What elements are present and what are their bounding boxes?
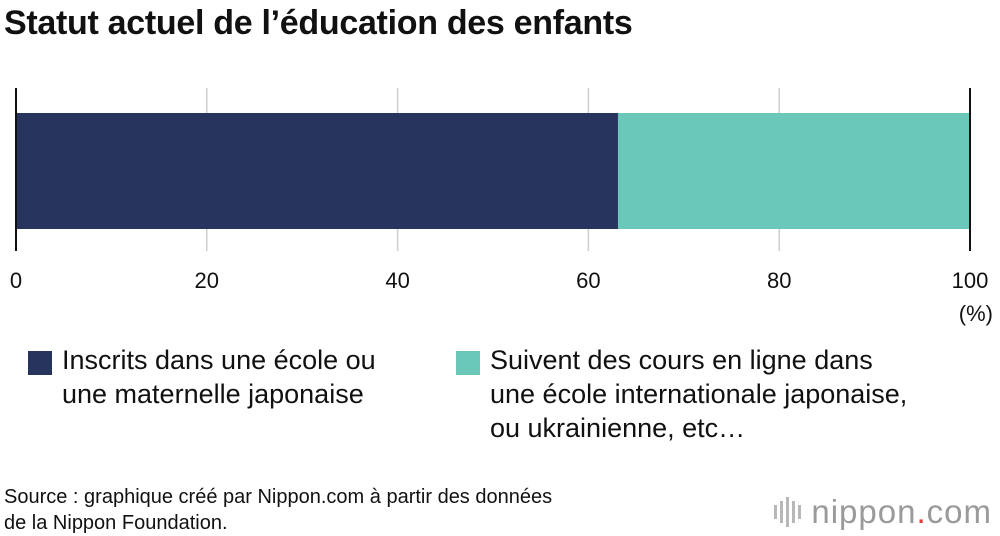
legend-swatch-online	[456, 351, 480, 375]
legend-label-enrolled: Inscrits dans une école ou une maternell…	[62, 343, 376, 411]
x-tick-labels: 0 20 40 60 80 100	[10, 268, 988, 293]
logo-name: nippon	[811, 493, 917, 530]
x-tick-label: 20	[195, 268, 219, 293]
x-tick-label: 0	[10, 268, 22, 293]
bar-segment-online	[617, 113, 970, 229]
source-line: Source : graphique créé par Nippon.com à…	[4, 486, 553, 508]
stacked-bar-chart: 0 20 40 60 80 100 (%)	[10, 88, 993, 326]
legend-label-line: ou ukrainienne, etc…	[490, 413, 746, 443]
nippon-logo-text: nippon.com	[811, 493, 992, 531]
logo-tld: com	[926, 493, 992, 530]
source-note: Source : graphique créé par Nippon.com à…	[4, 484, 724, 536]
legend-label-line: une école internationale japonaise,	[490, 379, 908, 409]
bars	[16, 113, 970, 229]
legend-label-online: Suivent des cours en ligne dans une écol…	[490, 343, 907, 445]
x-tick-label: 40	[385, 268, 409, 293]
legend-label-line: Inscrits dans une école ou	[62, 345, 376, 375]
x-axis-unit: (%)	[959, 301, 993, 326]
legend-label-line: une maternelle japonaise	[62, 379, 364, 409]
x-tick-label: 60	[576, 268, 600, 293]
nippon-logo-icon	[774, 497, 802, 527]
legend-label-line: Suivent des cours en ligne dans	[490, 345, 873, 375]
x-tick-label: 100	[952, 268, 989, 293]
legend-swatch-enrolled	[28, 351, 52, 375]
x-tick-label: 80	[767, 268, 791, 293]
chart-title: Statut actuel de l’éducation des enfants	[4, 4, 633, 42]
logo-dot: .	[916, 493, 927, 530]
nippon-logo: nippon.com	[774, 493, 992, 531]
bar-segment-enrolled	[16, 113, 618, 229]
source-line: de la Nippon Foundation.	[4, 512, 228, 534]
x-axis	[15, 88, 971, 251]
